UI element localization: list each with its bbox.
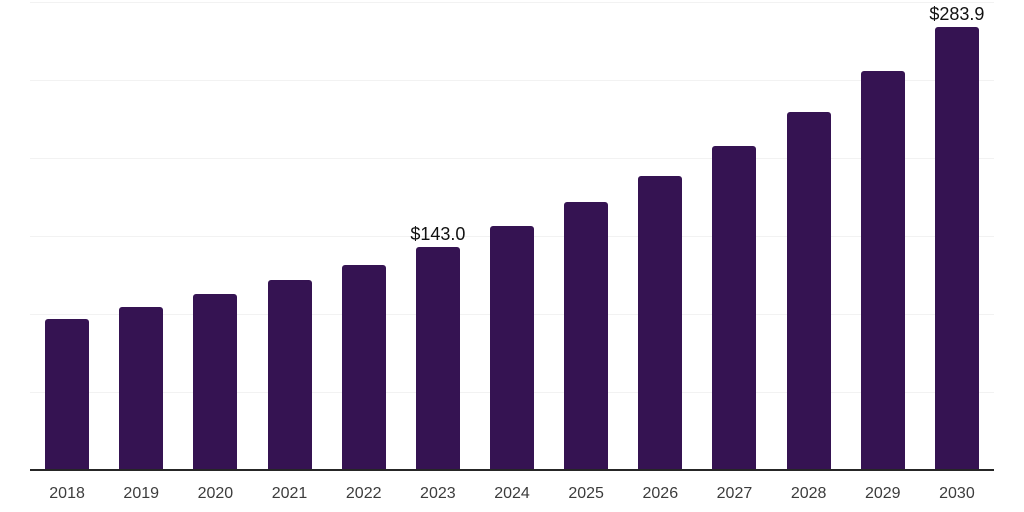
x-tick-2023: 2023 [420, 485, 456, 502]
bar-2019[interactable] [119, 307, 163, 470]
x-tick-2030: 2030 [939, 485, 975, 502]
x-tick-2024: 2024 [494, 485, 530, 502]
x-tick-2019: 2019 [123, 485, 160, 502]
bar-2025[interactable] [564, 202, 608, 470]
data-label-2030: $283.9 [929, 4, 985, 24]
x-axis-line [30, 469, 994, 471]
x-tick-2026: 2026 [642, 485, 679, 502]
x-tick-2027: 2027 [716, 485, 753, 502]
bar-2030[interactable] [935, 27, 979, 470]
bar-2020[interactable] [193, 294, 237, 470]
x-tick-2029: 2029 [864, 485, 901, 502]
x-tick-2025: 2025 [568, 485, 604, 502]
bar-2026[interactable] [638, 176, 682, 470]
bar-2022[interactable] [342, 265, 386, 470]
gridline-300 [30, 2, 994, 3]
bar-2028[interactable] [787, 112, 831, 470]
x-tick-2018: 2018 [49, 485, 85, 502]
gridline-250 [30, 80, 994, 81]
gridline-200 [30, 158, 994, 159]
x-tick-2021: 2021 [271, 485, 308, 502]
data-label-2023: $143.0 [410, 224, 466, 244]
bar-2023[interactable] [416, 247, 460, 470]
x-tick-2020: 2020 [197, 485, 234, 502]
x-tick-2022: 2022 [345, 485, 382, 502]
bar-2021[interactable] [268, 280, 312, 470]
bar-2027[interactable] [712, 146, 756, 470]
x-tick-2028: 2028 [790, 485, 827, 502]
bar-2018[interactable] [45, 319, 89, 470]
bar-2029[interactable] [861, 71, 905, 470]
bar-2024[interactable] [490, 226, 534, 470]
